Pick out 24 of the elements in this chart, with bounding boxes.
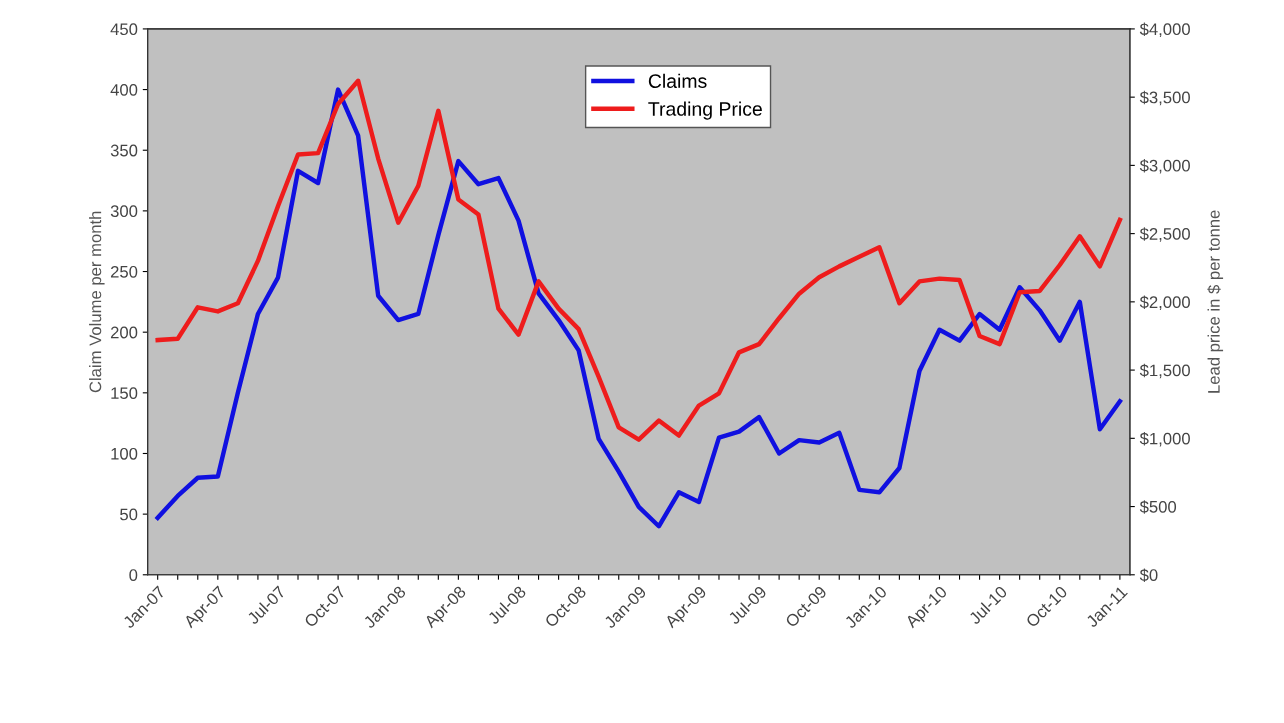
y2-tick-label: $3,500 [1139, 90, 1190, 106]
y-tick-label: 250 [110, 265, 138, 278]
y-tick-label: 100 [111, 447, 138, 460]
y-tick-label: 400 [110, 83, 138, 96]
y2-tick-label: $0 [1139, 568, 1158, 582]
y-tick-label: 150 [111, 387, 138, 400]
y2-tick-label: $1,000 [1139, 432, 1190, 447]
y2-tick-label: $3,000 [1139, 159, 1190, 174]
y2-axis-title: Lead price in $ per tonne [1207, 210, 1224, 393]
y2-tick-label: $4,000 [1139, 22, 1190, 38]
line-series [155, 87, 1123, 529]
y2-tick-label: $2,500 [1139, 227, 1190, 242]
y-tick-label: 0 [129, 569, 138, 581]
y2-tick-label: $500 [1139, 500, 1177, 514]
y-axis-title: Claim Volume per month [89, 211, 105, 393]
y-tick-label: 300 [110, 205, 138, 218]
legend-label: Claims [648, 73, 707, 88]
y-tick-label: 200 [110, 326, 138, 339]
y-tick-label: 50 [120, 508, 138, 521]
y-tick-label: 450 [110, 23, 138, 36]
legend-label: Trading Price [648, 101, 762, 120]
y-tick-label: 350 [110, 144, 138, 157]
y2-tick-label: $2,000 [1139, 295, 1190, 311]
y2-tick-label: $1,500 [1139, 363, 1190, 379]
